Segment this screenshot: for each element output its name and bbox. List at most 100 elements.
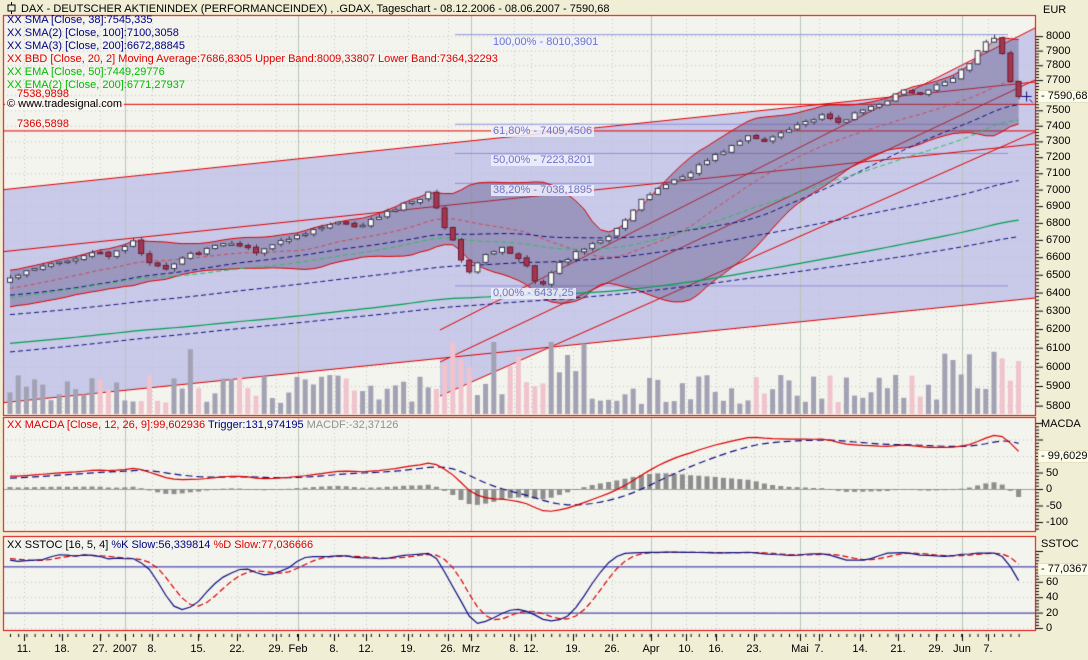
macd-tick-label: -100	[1046, 516, 1069, 528]
date-tick-label: 16.	[708, 643, 724, 655]
macd-tick-label: -50	[1046, 499, 1062, 512]
date-tick-label: 12.	[358, 643, 374, 655]
date-tick-label: 7.	[814, 643, 824, 655]
pane-legend-segment: Trigger:131,974195	[205, 419, 304, 431]
pane-legend-segment: XX MACDA [Close, 12, 26, 9]:99,602936	[7, 419, 206, 431]
indicator-legend-text: BBD [Close, 20, 2] Moving Average:7686,8…	[24, 53, 498, 65]
date-tick-label: 21.	[890, 643, 906, 655]
macd-axis-title: MACDA	[1041, 418, 1081, 430]
price-tick-label: 7000	[1046, 183, 1071, 196]
date-tick-label: 15.	[190, 643, 206, 655]
stoch-tick-label: 20	[1046, 606, 1059, 619]
price-tick-label: 7400	[1046, 119, 1071, 132]
price-tick-label: 7700	[1046, 74, 1071, 87]
pane-legend-segment: %K Slow:56,339814	[108, 539, 211, 551]
stoch-tick-label: 0	[1046, 622, 1053, 634]
indicator-legend-text: EMA(2) [Close, 200]:6771,27937	[24, 79, 185, 91]
stoch-legend: XX SSTOC [16, 5, 4] %K Slow:56,339814 %D…	[7, 539, 313, 551]
indicator-legend-row: XX EMA [Close, 50]:7449,29776	[7, 66, 165, 78]
date-tick-label: 26.	[604, 643, 620, 655]
indicator-icon: XX	[7, 14, 25, 26]
price-tick-label: 6000	[1046, 360, 1071, 373]
stoch-tick-label: 40	[1046, 591, 1059, 604]
indicator-legend-row: XX SMA [Close, 38]:7545,335	[7, 14, 153, 26]
pane-legend-segment: MACDF:-32,37126	[303, 419, 399, 431]
chart-title: DAX - DEUTSCHER AKTIENINDEX (PERFORMANCE…	[21, 3, 610, 15]
price-tick-label: 6700	[1046, 233, 1071, 246]
date-tick-label: 8.	[147, 643, 157, 655]
price-tick-label: 5900	[1046, 380, 1071, 392]
candlestick-icon	[7, 2, 16, 17]
price-tick-label: 6100	[1046, 341, 1071, 354]
date-tick-label: 18.	[54, 643, 70, 655]
macd-tick-label: 0	[1046, 483, 1053, 495]
date-tick-label: 29.	[268, 643, 284, 655]
price-tick-label: 7500	[1046, 104, 1071, 117]
indicator-icon: XX	[7, 79, 25, 91]
date-tick-label: 11.	[16, 643, 32, 655]
price-tick-label: 8000	[1046, 30, 1071, 43]
macd-tick-label: 50	[1046, 466, 1059, 479]
date-tick-label: Jun	[953, 643, 971, 655]
indicator-icon: XX	[7, 40, 25, 52]
price-tick-label: 6300	[1046, 304, 1071, 317]
date-tick-label: 12.	[523, 643, 539, 655]
indicator-legend-row: XX BBD [Close, 20, 2] Moving Average:768…	[7, 53, 498, 65]
pane-legend-segment: XX SSTOC [16, 5, 4]	[7, 539, 109, 551]
fibonacci-label: 61,80% - 7409,4506	[491, 125, 595, 138]
window-title-row: DAX - DEUTSCHER AKTIENINDEX (PERFORMANCE…	[7, 2, 610, 17]
date-tick-label: 10.	[678, 643, 694, 655]
date-tick-label: 14.	[852, 643, 868, 655]
date-tick-label: Apr	[642, 643, 660, 655]
price-tick-label: 7100	[1046, 167, 1071, 180]
watermark: © www.tradesignal.com	[5, 98, 125, 110]
indicator-legend-row: XX SMA(3) [Close, 200]:6672,88845	[7, 40, 185, 52]
current-price-label: - 7590,68	[1038, 90, 1088, 103]
date-tick-label: 19.	[400, 643, 416, 655]
currency-label: EUR	[1043, 4, 1067, 16]
price-tick-label: 7300	[1046, 135, 1071, 148]
fibonacci-label: 50,00% - 7223,8201	[491, 154, 595, 167]
fibonacci-label: 100,00% - 8010,3901	[491, 35, 601, 48]
fibonacci-label: 38,20% - 7038,1895	[491, 184, 595, 197]
indicator-legend-text: EMA [Close, 50]:7449,29776	[24, 66, 165, 78]
date-tick-label: Mrz	[461, 643, 481, 655]
indicator-icon: XX	[7, 27, 25, 39]
indicator-legend-row: XX EMA(2) [Close, 200]:6771,27937	[7, 79, 185, 91]
price-tick-label: 6800	[1046, 216, 1071, 229]
date-tick-label: Mai	[791, 643, 809, 655]
indicator-legend-row: XX SMA(2) [Close, 100]:7100,3058	[7, 27, 179, 39]
price-level-label: 7538,9898	[17, 88, 69, 100]
stoch-axis-title: SSTOC	[1041, 538, 1079, 550]
date-tick-label: 27.	[92, 643, 108, 655]
indicator-legend-text: SMA(3) [Close, 200]:6672,88845	[24, 40, 185, 52]
price-tick-label: 7800	[1046, 59, 1071, 72]
indicator-legend-text: SMA(2) [Close, 100]:7100,3058	[24, 27, 179, 39]
indicator-icon: XX	[7, 53, 25, 65]
price-tick-label: 7200	[1046, 151, 1071, 164]
date-tick-label: 22.	[229, 643, 245, 655]
fibonacci-label: 0,00% - 6437,25	[491, 286, 576, 299]
stoch-tick-label: 60	[1046, 575, 1059, 588]
price-tick-label: 6900	[1046, 200, 1071, 213]
price-tick-label: 6500	[1046, 268, 1071, 281]
date-tick-label: 26.	[440, 643, 456, 655]
date-tick-label: 29.	[928, 643, 944, 655]
indicator-icon: XX	[7, 66, 25, 78]
macd-current-label: - 99,6029	[1038, 450, 1088, 463]
stoch-current-label: - 77,0367	[1038, 563, 1088, 576]
date-tick-label: 19.	[565, 643, 581, 655]
macd-legend: XX MACDA [Close, 12, 26, 9]:99,602936 Tr…	[7, 419, 398, 431]
pane-legend-segment: %D Slow:77,036666	[210, 539, 314, 551]
price-tick-label: 5800	[1046, 399, 1071, 412]
indicator-legend-text: SMA [Close, 38]:7545,335	[24, 14, 153, 26]
date-tick-label: 7.	[983, 643, 993, 655]
date-tick-label: 2007	[112, 643, 138, 655]
price-tick-label: 6600	[1046, 251, 1071, 264]
date-tick-label: 23.	[746, 643, 762, 655]
price-tick-label: 6200	[1046, 323, 1071, 336]
date-tick-label: 8.	[329, 643, 339, 655]
date-tick-label: Feb	[288, 643, 308, 655]
